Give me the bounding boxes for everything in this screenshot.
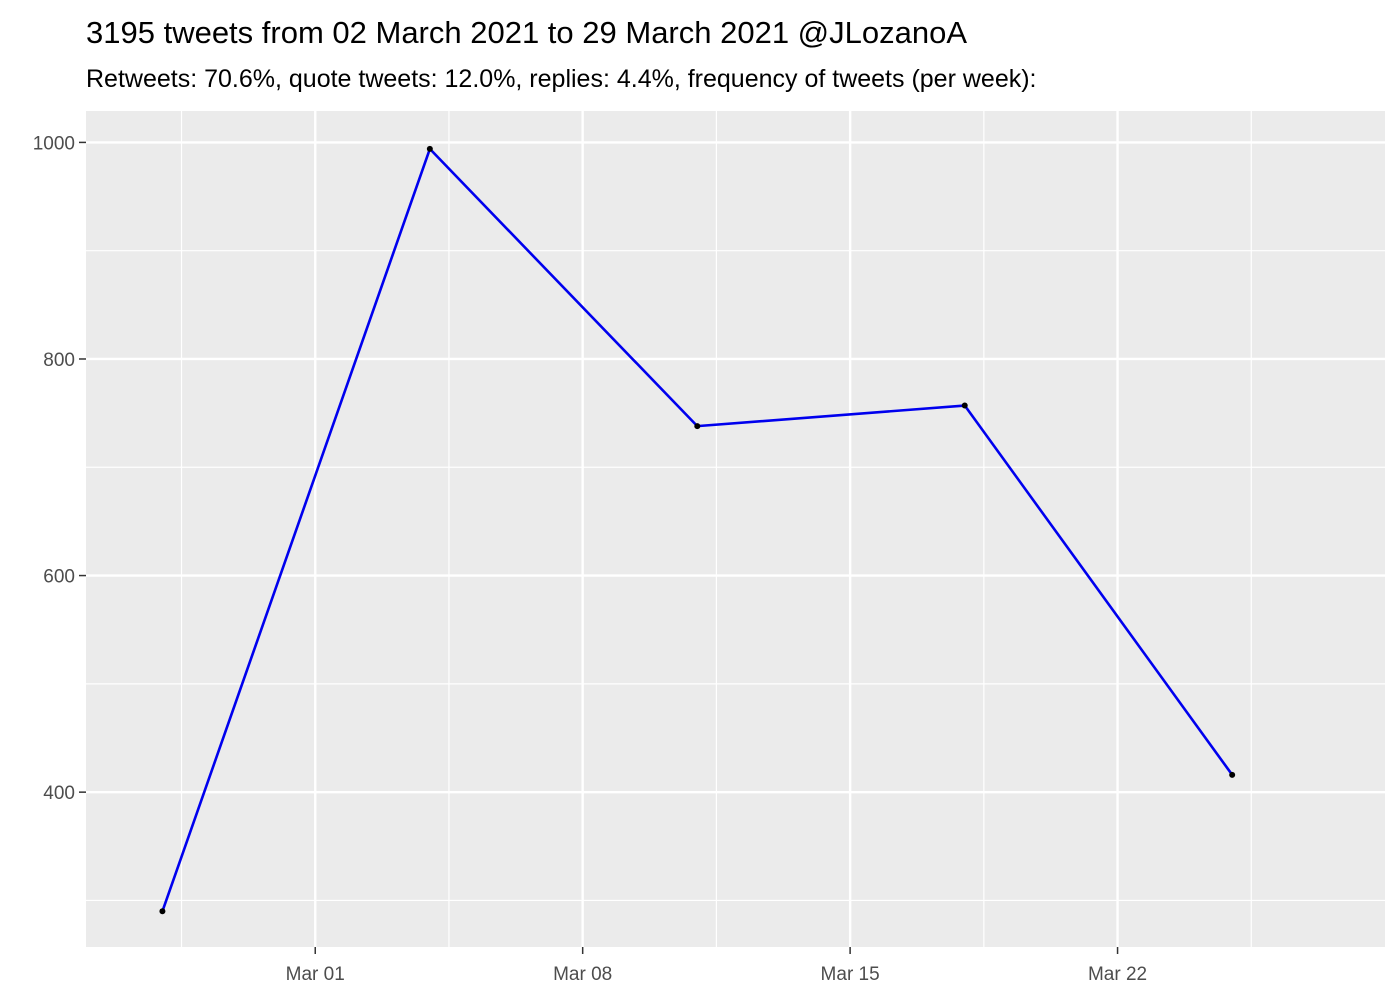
x-tick-label: Mar 15 <box>821 964 880 985</box>
axes: Mar 01 Mar 08 Mar 15 Mar 22 400 600 800 1000 <box>33 133 1147 985</box>
y-tick-label: 400 <box>43 783 75 804</box>
plot-panel <box>86 111 1385 947</box>
y-tick-label: 1000 <box>33 133 75 154</box>
x-tick-label: Mar 01 <box>286 964 345 985</box>
major-gridlines <box>86 111 1385 947</box>
data-point <box>1229 771 1236 778</box>
data-point <box>426 145 433 152</box>
y-tick-label: 600 <box>43 567 75 588</box>
chart-subtitle: Retweets: 70.6%, quote tweets: 12.0%, re… <box>86 65 1037 93</box>
x-tick-label: Mar 22 <box>1088 964 1147 985</box>
data-point <box>961 402 968 409</box>
minor-gridlines <box>86 111 1385 947</box>
x-tick-label: Mar 08 <box>553 964 612 985</box>
data-point <box>159 908 166 915</box>
data-point <box>694 423 701 430</box>
y-tick-label: 800 <box>43 350 75 371</box>
chart-title: 3195 tweets from 02 March 2021 to 29 Mar… <box>86 15 967 50</box>
series-layer <box>159 145 1236 915</box>
